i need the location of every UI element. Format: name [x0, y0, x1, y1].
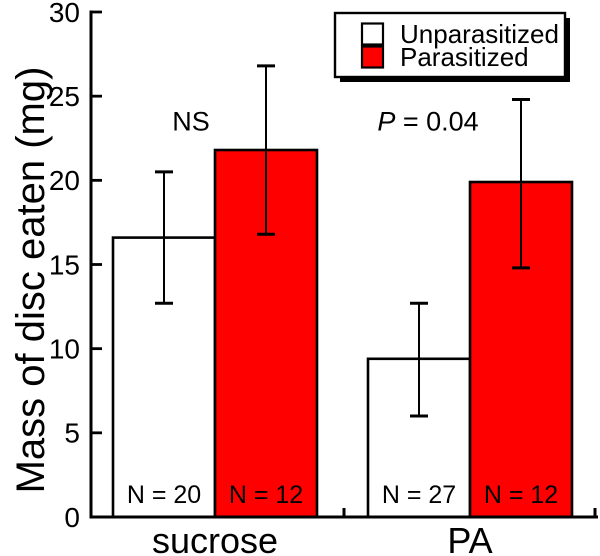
y-tick-label-15: 15 — [49, 249, 80, 280]
n-label-unparasitized-sucrose: N = 20 — [127, 481, 201, 509]
y-tick-label-10: 10 — [49, 333, 80, 364]
y-tick-label-20: 20 — [49, 165, 80, 196]
legend-swatch-parasitized — [360, 45, 385, 69]
x-category-label-pa: PA — [447, 520, 492, 556]
x-category-label-sucrose: sucrose — [152, 520, 278, 556]
n-label-parasitized-sucrose: N = 12 — [229, 481, 303, 509]
n-label-parasitized-pa: N = 12 — [484, 481, 558, 509]
y-tick-label-0: 0 — [64, 502, 80, 533]
y-tick-label-25: 25 — [49, 81, 80, 112]
n-label-unparasitized-pa: N = 27 — [382, 481, 456, 509]
legend-label-unparasitized: Unparasitized — [400, 19, 559, 49]
legend-label-parasitized: Parasitized — [400, 42, 529, 72]
annotation-sucrose: NS — [172, 106, 210, 136]
y-axis-title: Mass of disc eaten (mg) — [9, 67, 53, 494]
legend-swatch-unparasitized — [360, 22, 385, 46]
y-tick-label-30: 30 — [49, 0, 80, 28]
bar-parasitized-pa — [468, 180, 574, 519]
annotation-pa: P = 0.04 — [377, 106, 478, 136]
y-tick-label-5: 5 — [64, 418, 80, 449]
